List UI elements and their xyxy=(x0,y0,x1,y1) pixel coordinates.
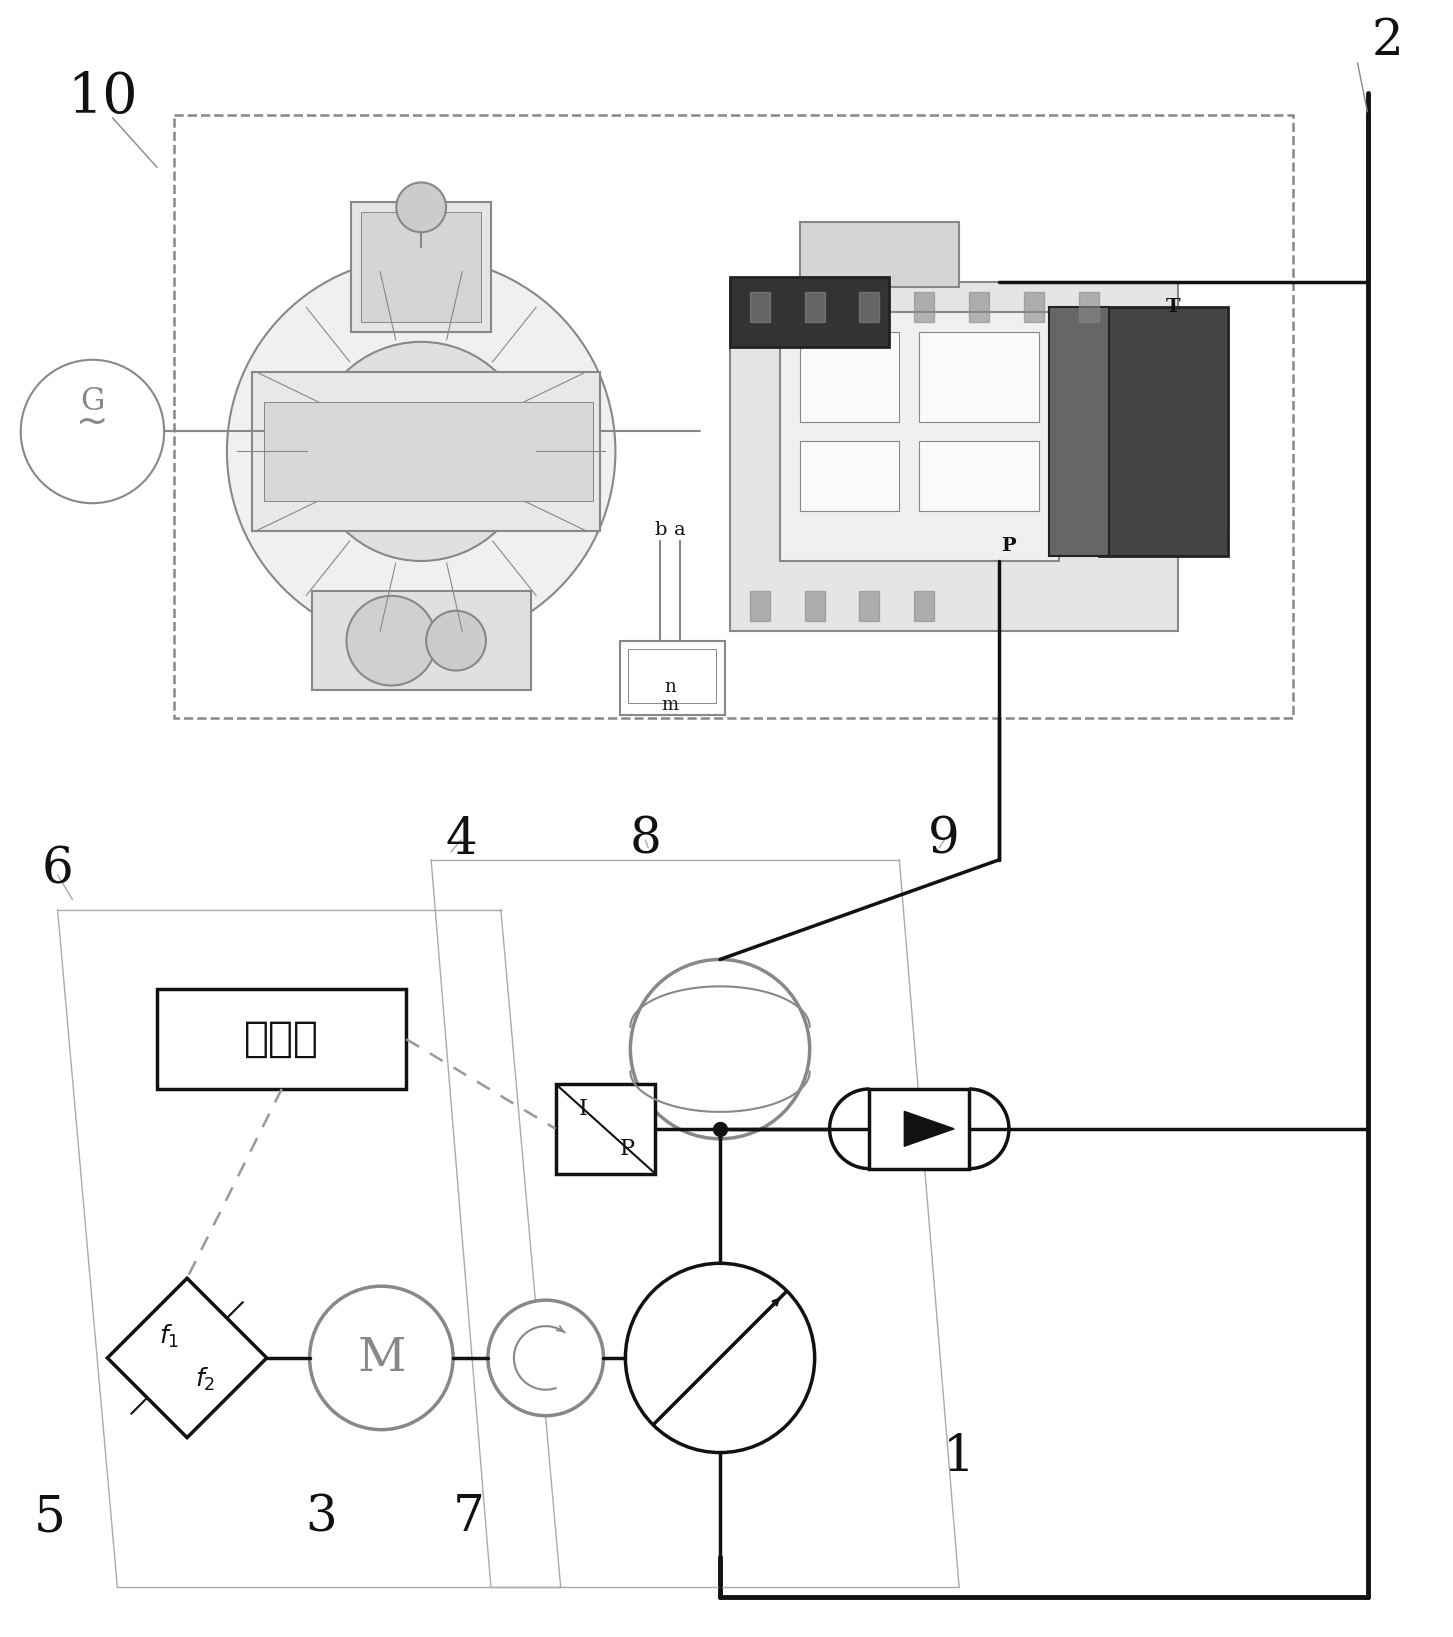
Bar xyxy=(1049,308,1109,557)
Polygon shape xyxy=(860,591,879,620)
Polygon shape xyxy=(904,1112,955,1146)
Text: 7: 7 xyxy=(453,1493,485,1542)
Text: I: I xyxy=(580,1098,588,1120)
Text: 6: 6 xyxy=(42,845,74,894)
Bar xyxy=(620,640,725,715)
Text: n: n xyxy=(664,678,676,696)
Bar xyxy=(799,442,899,511)
Text: $f_1$: $f_1$ xyxy=(158,1323,179,1349)
Circle shape xyxy=(311,342,530,561)
Polygon shape xyxy=(860,291,879,322)
Polygon shape xyxy=(750,591,770,620)
Polygon shape xyxy=(1078,291,1098,322)
Text: 4: 4 xyxy=(445,815,477,864)
Text: 3: 3 xyxy=(305,1493,337,1542)
Circle shape xyxy=(227,257,616,645)
Bar xyxy=(1109,313,1228,530)
Circle shape xyxy=(631,959,809,1139)
Bar xyxy=(555,1084,655,1174)
Text: 9: 9 xyxy=(928,815,960,864)
Text: 1: 1 xyxy=(943,1432,975,1481)
Text: T: T xyxy=(1165,298,1181,316)
Text: G: G xyxy=(80,386,105,417)
Bar xyxy=(352,203,491,332)
Circle shape xyxy=(488,1300,603,1416)
Bar xyxy=(780,313,1059,561)
Bar xyxy=(729,282,1178,630)
Circle shape xyxy=(426,611,485,671)
Circle shape xyxy=(366,396,477,506)
Text: P: P xyxy=(620,1138,635,1159)
Bar xyxy=(920,332,1039,421)
Bar xyxy=(264,401,593,501)
Bar xyxy=(251,372,600,530)
Bar xyxy=(157,989,407,1089)
Circle shape xyxy=(346,596,436,686)
Circle shape xyxy=(309,1287,453,1429)
Bar xyxy=(799,223,959,286)
Polygon shape xyxy=(750,291,770,322)
Text: 8: 8 xyxy=(629,815,661,864)
Bar xyxy=(729,277,889,347)
Circle shape xyxy=(20,360,164,503)
Text: a: a xyxy=(674,521,686,539)
Circle shape xyxy=(397,182,446,232)
Polygon shape xyxy=(805,591,825,620)
Bar xyxy=(1098,308,1228,557)
Polygon shape xyxy=(805,291,825,322)
Text: ~: ~ xyxy=(76,403,109,440)
Polygon shape xyxy=(969,291,989,322)
Bar xyxy=(920,442,1039,511)
Bar xyxy=(869,1089,969,1169)
Text: 2: 2 xyxy=(1372,16,1404,65)
Circle shape xyxy=(625,1264,815,1452)
Bar xyxy=(362,213,481,322)
Bar xyxy=(174,115,1293,719)
Polygon shape xyxy=(914,591,934,620)
Text: b: b xyxy=(654,521,667,539)
Bar xyxy=(628,648,716,704)
Polygon shape xyxy=(1024,291,1043,322)
Text: $f_2$: $f_2$ xyxy=(195,1367,215,1393)
Text: 控制器: 控制器 xyxy=(244,1018,320,1061)
Text: m: m xyxy=(661,696,679,714)
Polygon shape xyxy=(108,1278,267,1437)
Text: 10: 10 xyxy=(67,70,138,124)
Bar xyxy=(799,332,899,421)
Polygon shape xyxy=(914,291,934,322)
Text: M: M xyxy=(357,1336,405,1380)
Bar xyxy=(311,591,530,691)
Text: P: P xyxy=(1001,537,1016,555)
Text: 5: 5 xyxy=(33,1493,65,1542)
